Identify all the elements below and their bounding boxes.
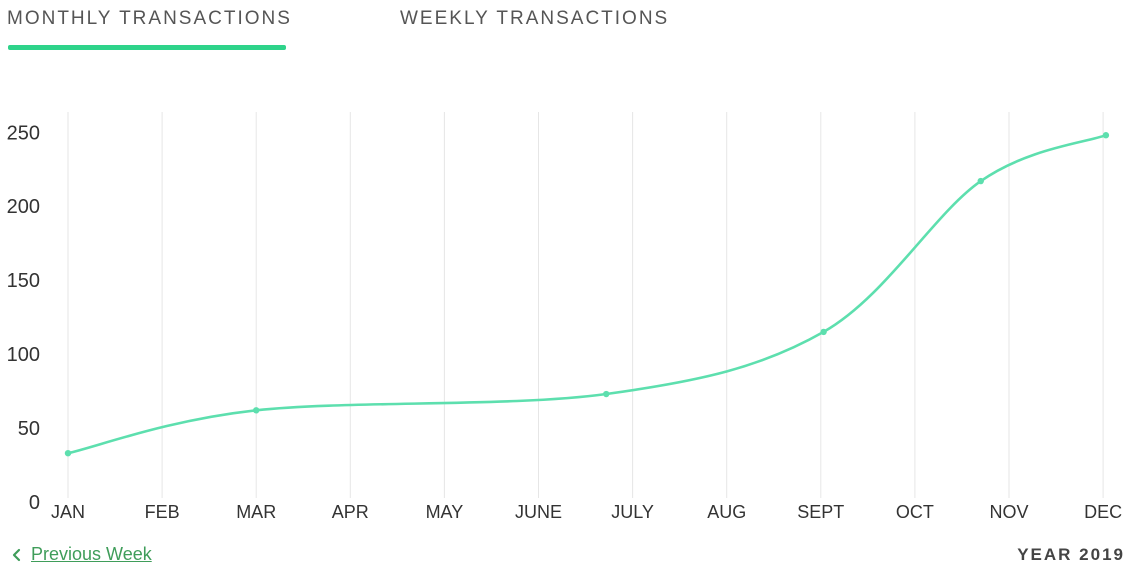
year-label: YEAR 2019: [1017, 545, 1125, 564]
data-point: [603, 390, 610, 398]
y-tick-label: 100: [7, 344, 40, 366]
previous-week-label: Previous Week: [31, 544, 152, 564]
data-point: [1102, 132, 1110, 139]
data-point: [64, 449, 72, 457]
previous-week-link[interactable]: Previous Week: [12, 544, 152, 565]
grid-lines: [67, 112, 1104, 498]
x-tick-label: APR: [332, 502, 369, 522]
y-tick-label: 200: [7, 196, 40, 218]
x-tick-label: MAR: [236, 502, 276, 522]
chevron-left-icon: [12, 548, 21, 561]
tab-monthly-transactions[interactable]: MONTHLY TRANSACTIONS: [7, 8, 292, 29]
data-point: [977, 177, 984, 185]
y-axis-ticks: 0 50 100 150 200 250: [7, 122, 40, 514]
x-tick-label: JULY: [611, 502, 654, 522]
y-tick-label: 250: [7, 122, 40, 144]
y-tick-label: 50: [18, 418, 40, 440]
y-tick-label: 0: [29, 492, 40, 514]
y-tick-label: 150: [7, 270, 40, 292]
tab-weekly-transactions[interactable]: WEEKLY TRANSACTIONS: [400, 8, 670, 29]
x-tick-label: JUNE: [515, 502, 562, 522]
data-point: [253, 407, 260, 414]
active-tab-indicator: [8, 45, 286, 50]
x-tick-label: AUG: [707, 502, 746, 522]
data-points: [64, 132, 1110, 457]
x-tick-label: FEB: [145, 502, 180, 522]
x-tick-label: OCT: [896, 502, 934, 522]
x-tick-label: NOV: [989, 502, 1028, 522]
x-axis-ticks: JAN FEB MAR APR MAY JUNE JULY AUG SEPT OCT NOV DEC: [51, 502, 1122, 522]
x-tick-label: DEC: [1084, 502, 1122, 522]
series-line: [67, 133, 1107, 455]
x-tick-label: SEPT: [797, 502, 844, 522]
tab-bar: MONTHLY TRANSACTIONS WEEKLY TRANSACTIONS: [0, 0, 1143, 56]
x-tick-label: JAN: [51, 502, 85, 522]
data-point: [820, 328, 827, 336]
x-tick-label: MAY: [426, 502, 464, 522]
